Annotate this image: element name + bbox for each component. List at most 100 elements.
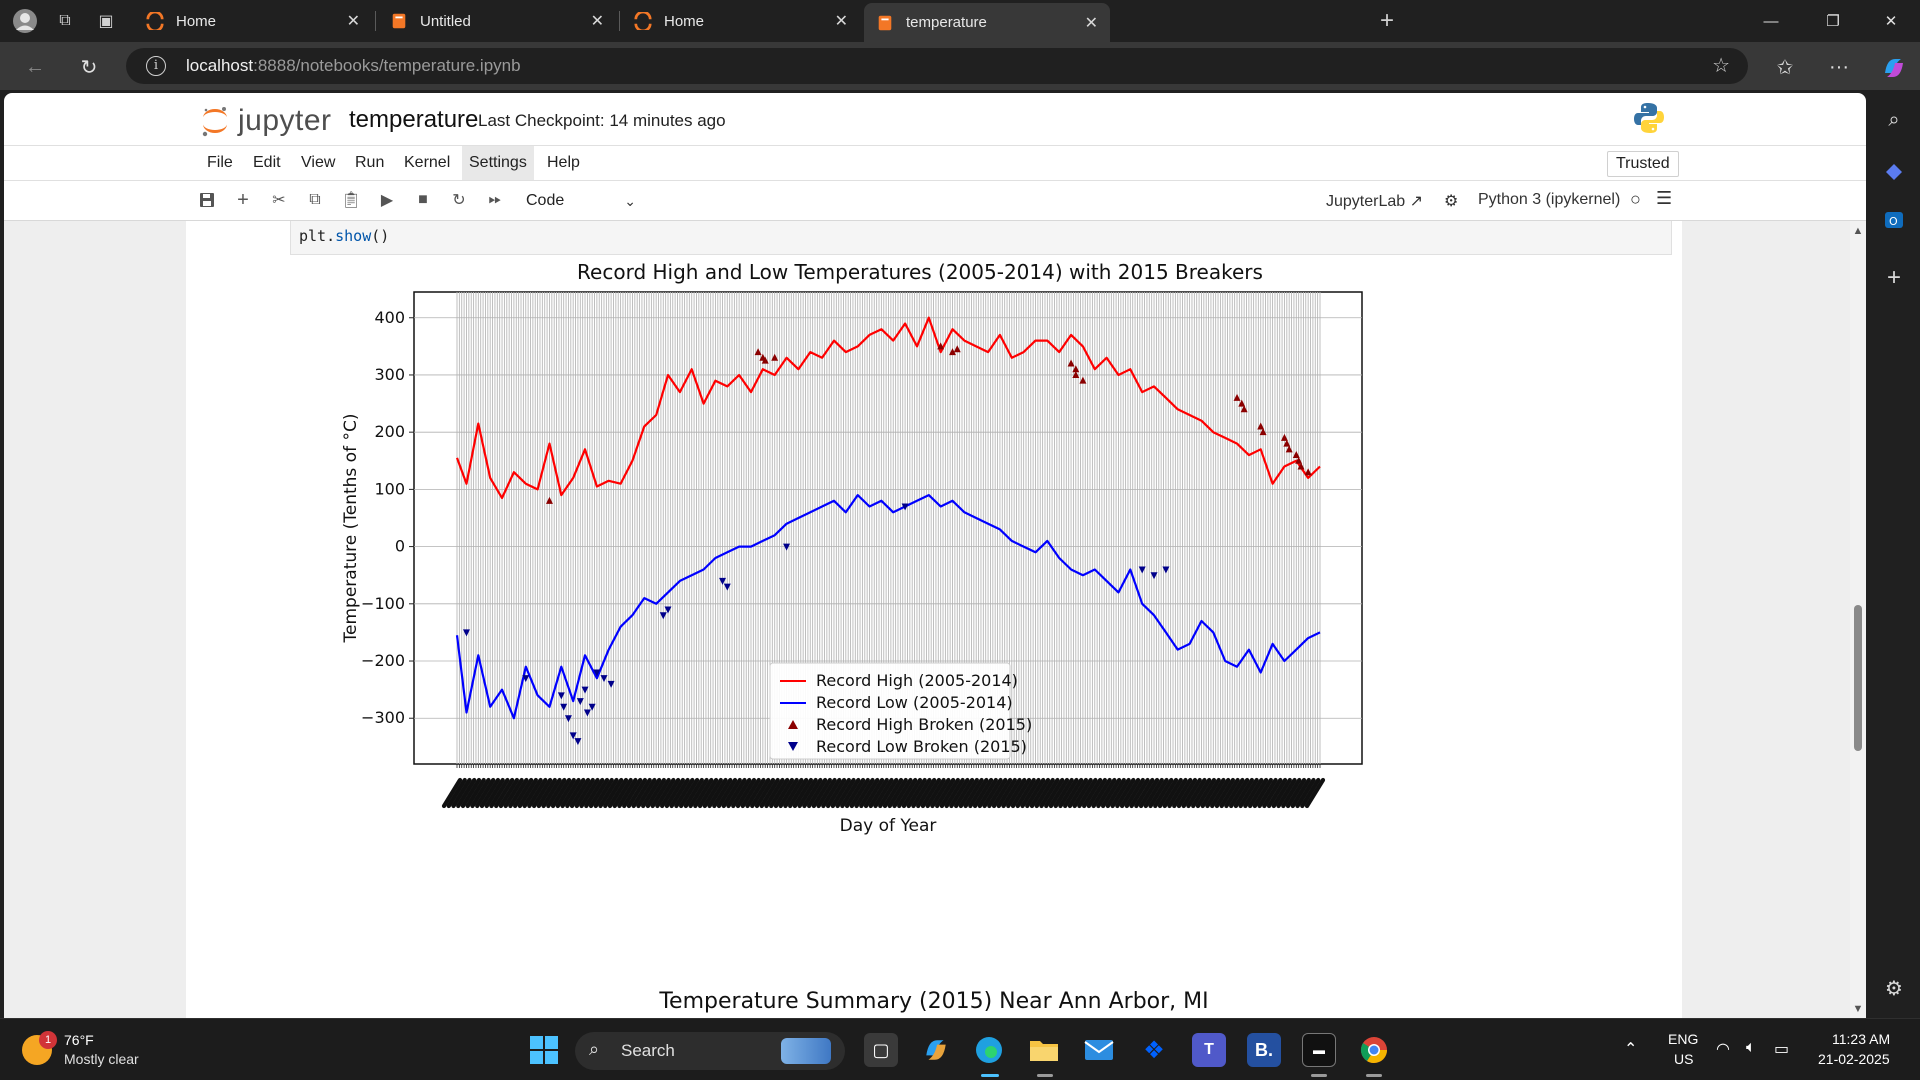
close-icon[interactable]: ✕ [1084,14,1098,32]
scroll-down-icon[interactable]: ▼ [1852,1003,1864,1015]
app-running-indicator [1366,1074,1382,1077]
terminal-icon[interactable]: ▬ [1302,1033,1336,1067]
sidebar-settings-icon[interactable]: ⚙ [1885,977,1903,1000]
notebook-panel: plt.show() Record High and Low Temperatu… [186,221,1682,1018]
close-icon[interactable]: ✕ [834,13,848,30]
cell-type-select[interactable]: Code ⌄ [526,188,636,214]
menu-settings[interactable]: Settings [462,146,534,180]
tray-overflow-icon[interactable]: ⌃ [1624,1041,1638,1058]
chrome-icon[interactable] [1357,1033,1391,1067]
debugger-icon[interactable]: ⚙ [1444,193,1459,210]
window-close-icon[interactable]: ✕ [1884,13,1898,30]
low-broken-marker [564,715,572,723]
insert-cell-icon[interactable]: + [237,188,249,211]
menu-run[interactable]: Run [355,154,385,171]
favorite-star-icon[interactable]: ☆ [1712,55,1730,77]
profile-icon[interactable] [12,8,38,34]
close-icon[interactable]: ✕ [590,13,604,30]
cut-icon[interactable]: ✂ [272,192,286,209]
x-tick-label [764,777,785,809]
menu-edit[interactable]: Edit [253,154,281,171]
weather-widget[interactable]: 1 76°F Mostly clear [22,1031,192,1071]
copilot-icon[interactable] [1868,50,1920,86]
teams-icon[interactable]: T [1192,1033,1226,1067]
region-code[interactable]: US [1674,1051,1694,1067]
workspaces-icon[interactable]: ⧉ [59,12,71,29]
x-tick-label [588,777,610,809]
dropbox-icon[interactable]: ❖ [1143,1036,1165,1064]
low-broken-marker [1162,566,1170,574]
jupyterlab-link[interactable]: JupyterLab ↗ [1326,193,1424,210]
low-broken-marker [588,703,596,711]
run-all-icon[interactable]: ⏩︎ [488,191,502,208]
start-icon[interactable] [527,1033,561,1067]
battery-icon[interactable]: ▭ [1774,1041,1790,1058]
low-broken-marker [557,692,565,700]
checkpoint-status: Last Checkpoint: 14 minutes ago [478,111,726,130]
notebook-scrollbar[interactable]: ▲ ▼ [1850,221,1866,1018]
x-tick-label [816,777,837,809]
x-tick-label [626,777,648,809]
scroll-up-icon[interactable]: ▲ [1852,225,1864,237]
wifi-icon[interactable]: ◠ [1716,1041,1730,1058]
more-menu-icon[interactable]: ··· [1829,55,1849,78]
outlook-icon[interactable]: O [1868,202,1920,238]
minimize-icon[interactable]: — [1763,12,1779,30]
notebook-favicon-icon [878,15,892,30]
menu-view[interactable]: View [301,154,336,171]
x-tick-label [1229,777,1250,809]
copy-icon[interactable]: ⧉ [309,191,321,208]
code-cell[interactable]: plt.show() [290,221,1672,255]
scrollbar-thumb[interactable] [1854,605,1862,751]
restore-icon[interactable]: ❐ [1826,13,1840,30]
back-icon[interactable]: ← [25,55,45,78]
tab-untitled[interactable]: Untitled ✕ [378,3,616,39]
url-text[interactable]: localhost:8888/notebooks/temperature.ipy… [186,56,521,75]
menu-file[interactable]: File [207,154,233,171]
tab-temperature[interactable]: temperature ✕ [864,3,1110,42]
chart-title: Record High and Low Temperatures (2005-2… [577,260,1263,284]
task-view-icon[interactable]: ▢ [864,1033,898,1067]
menu-icon[interactable]: ☰ [1656,188,1673,208]
tab-actions-icon[interactable]: ▣ [98,13,114,30]
trusted-badge[interactable]: Trusted [1607,151,1679,177]
x-tick-label [593,777,614,809]
clock-time[interactable]: 11:23 AM [1832,1031,1891,1047]
mail-icon[interactable] [1082,1033,1116,1067]
low-broken-marker [583,709,591,717]
menu-kernel[interactable]: Kernel [404,154,451,171]
x-tick-label [991,777,1013,809]
high-broken-marker [1067,359,1075,367]
copilot-app-icon[interactable] [919,1033,953,1067]
b-app-icon[interactable]: B. [1247,1033,1281,1067]
clock-date[interactable]: 21-02-2025 [1818,1051,1890,1067]
sidebar-add-icon[interactable]: + [1886,264,1901,291]
taskbar-search[interactable]: ⌕ Search [575,1032,845,1070]
favorites-icon[interactable]: ✩ [1776,56,1794,79]
paste-icon[interactable]: 📋︎ [340,192,362,209]
volume-icon[interactable]: 🔈︎ [1746,1039,1756,1056]
x-tick-label [702,777,723,809]
jupyter-logo[interactable]: jupyter [200,103,332,139]
menu-help[interactable]: Help [547,154,580,171]
stop-icon[interactable]: ■ [418,191,428,208]
run-icon[interactable]: ▶ [380,192,394,209]
file-explorer-icon[interactable] [1027,1033,1061,1067]
tab-home-2[interactable]: Home ✕ [622,3,860,39]
x-tick-label [939,777,960,809]
close-icon[interactable]: ✕ [346,13,360,30]
high-broken-marker [937,342,945,350]
restart-icon[interactable]: ↻ [452,192,466,209]
new-tab-icon[interactable]: + [1379,7,1394,34]
kernel-name[interactable]: Python 3 (ipykernel) [1478,191,1621,208]
refresh-icon[interactable]: ↻ [80,56,98,79]
language-code[interactable]: ENG [1668,1031,1699,1047]
notebook-title[interactable]: temperature [349,106,479,133]
sidebar-app-icon[interactable] [1868,154,1920,190]
edge-browser-icon[interactable] [972,1033,1006,1067]
site-info-icon[interactable]: i [146,56,166,76]
tab-home-1[interactable]: Home ✕ [134,3,372,39]
address-bar[interactable]: i localhost:8888/notebooks/temperature.i… [126,48,1748,84]
sidebar-search-icon[interactable]: ⌕ [1888,108,1900,131]
save-icon[interactable] [194,187,220,213]
